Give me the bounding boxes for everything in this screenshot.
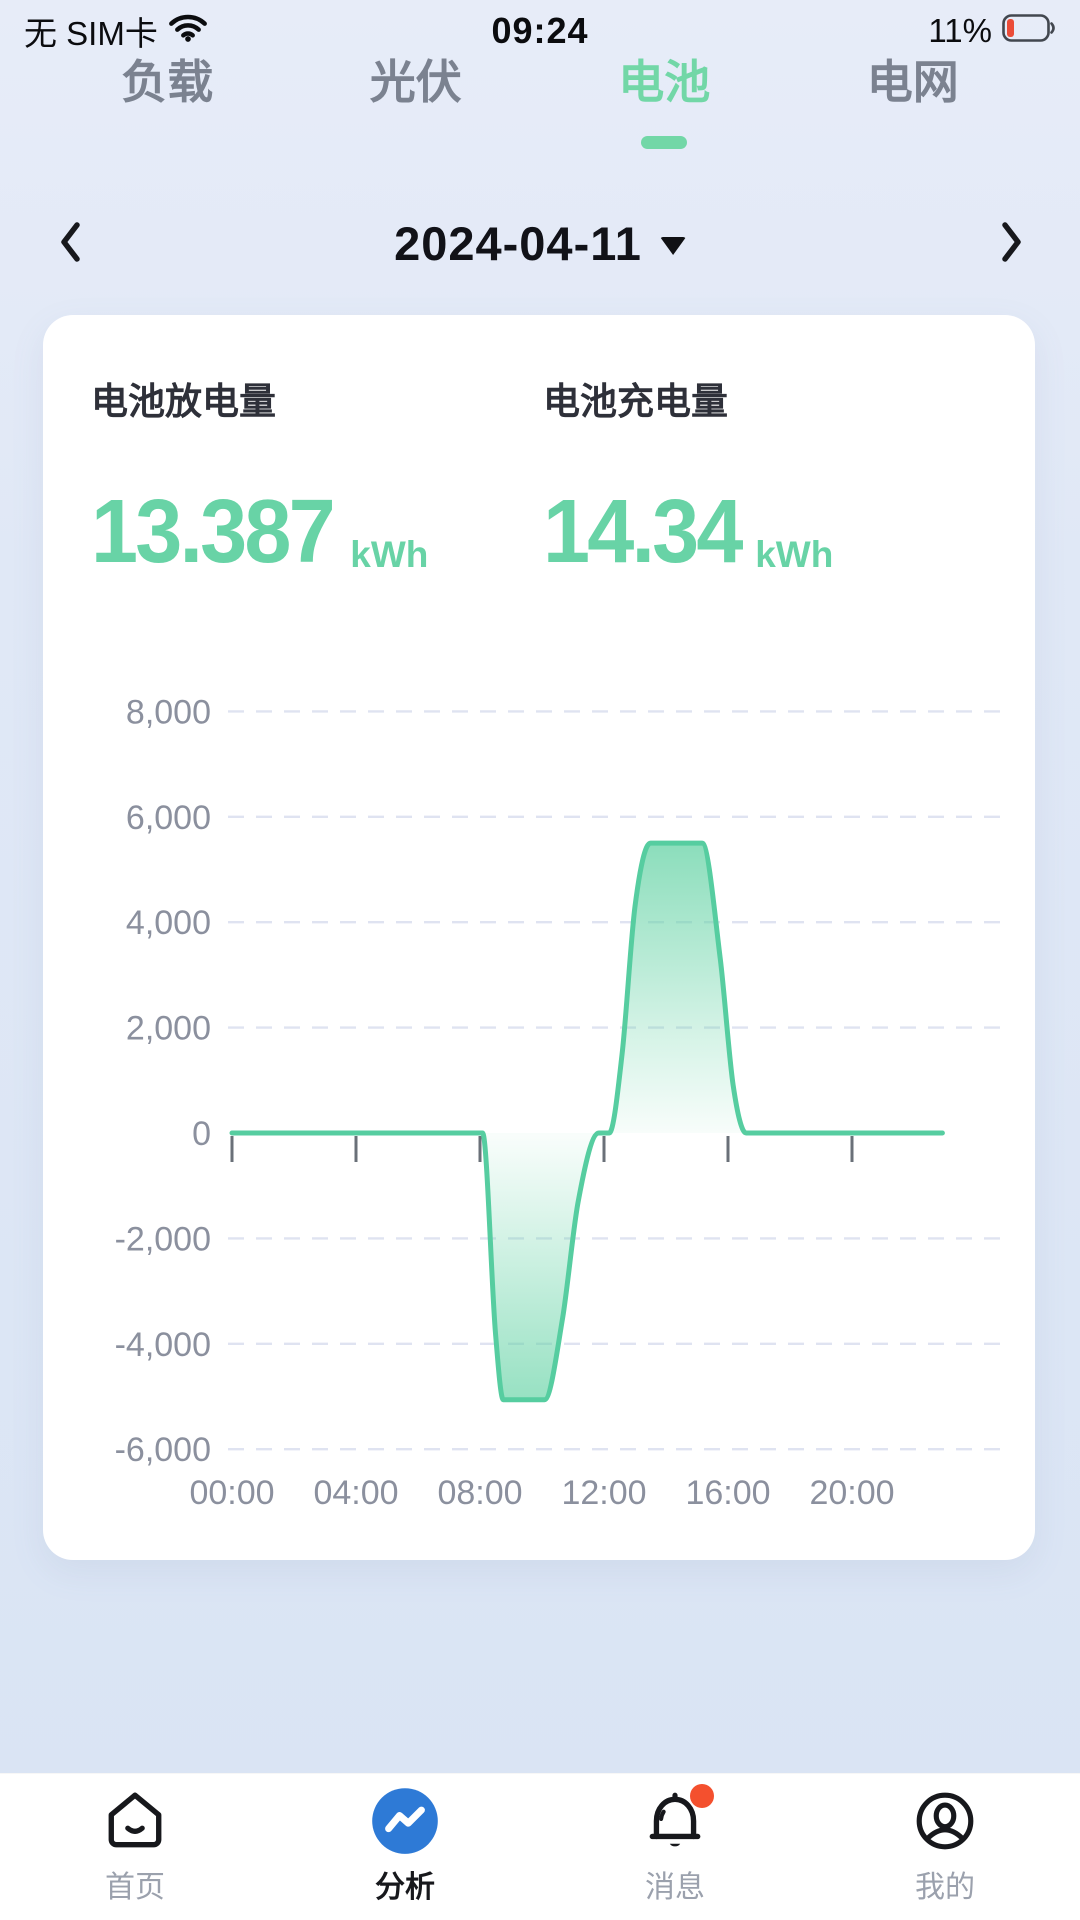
- svg-text:-4,000: -4,000: [115, 1326, 211, 1364]
- tab-indicator: [144, 136, 190, 149]
- notification-badge: [690, 1784, 714, 1808]
- tab-load-label: 负载: [121, 56, 214, 108]
- battery-icon: [1002, 12, 1056, 50]
- tab-battery-label: 电池: [618, 56, 711, 108]
- battery-power-area-chart: 8,0006,0004,0002,0000-2,000-4,000-6,000 …: [115, 693, 1008, 1512]
- svg-text:8,000: 8,000: [126, 693, 211, 731]
- charge-stat: 电池充电量 14.34 kWh: [543, 371, 833, 584]
- battery-power-area: [232, 843, 943, 1400]
- tab-load[interactable]: 负载: [43, 52, 292, 156]
- tab-grid[interactable]: 电网: [789, 52, 1038, 156]
- nav-item-messages[interactable]: 消息: [540, 1774, 810, 1920]
- svg-text:0: 0: [192, 1115, 211, 1153]
- tab-battery[interactable]: 电池: [540, 52, 789, 156]
- nav-analysis-label: 分析: [375, 1871, 435, 1904]
- nav-item-analysis[interactable]: 分析: [270, 1774, 540, 1920]
- chart-gridlines: [228, 710, 1008, 1451]
- bell-icon: [640, 1784, 714, 1856]
- battery-percent-label: 11%: [928, 12, 992, 49]
- wifi-icon: [168, 12, 208, 50]
- tab-indicator: [890, 136, 936, 149]
- battery-stats-card: 电池放电量 13.387 kWh 电池充电量 14.34 kWh: [43, 315, 1035, 1560]
- tab-pv-label: 光伏: [369, 56, 462, 108]
- date-selector-row: 2024-04-11: [0, 205, 1080, 281]
- bottom-navigation: 首页 分析 消息: [0, 1773, 1080, 1920]
- date-dropdown[interactable]: 2024-04-11: [394, 216, 686, 271]
- chart-y-axis-labels: 8,000 6,000 4,000 2,000 0 -2,000 -4,000 -6,000: [115, 693, 211, 1469]
- chart-x-axis-labels: 00:00 04:00 08:00 12:00 16:00 20:00: [189, 1474, 894, 1512]
- charge-stat-unit: kWh: [755, 534, 834, 575]
- svg-text:-6,000: -6,000: [115, 1431, 211, 1469]
- chevron-left-icon: [57, 220, 83, 267]
- svg-text:-2,000: -2,000: [115, 1220, 211, 1258]
- discharge-stat: 电池放电量 13.387 kWh: [91, 371, 428, 584]
- chart-x-axis-ticks: [230, 1136, 854, 1162]
- analysis-icon: [370, 1786, 440, 1856]
- status-bar: 无 SIM卡 09:24 11%: [0, 0, 1080, 56]
- carrier-label: 无 SIM卡: [24, 15, 158, 52]
- nav-messages-label: 消息: [645, 1871, 705, 1904]
- discharge-stat-value: 13.387: [91, 482, 336, 582]
- discharge-stat-unit: kWh: [350, 534, 429, 575]
- status-left: 无 SIM卡: [24, 7, 208, 55]
- svg-text:08:00: 08:00: [437, 1474, 522, 1512]
- svg-text:16:00: 16:00: [685, 1474, 770, 1512]
- chevron-right-icon: [999, 220, 1025, 267]
- svg-text:6,000: 6,000: [126, 799, 211, 837]
- svg-text:20:00: 20:00: [809, 1474, 894, 1512]
- svg-text:04:00: 04:00: [313, 1474, 398, 1512]
- next-day-button[interactable]: [982, 208, 1042, 278]
- home-icon: [100, 1786, 170, 1856]
- svg-text:12:00: 12:00: [561, 1474, 646, 1512]
- svg-text:4,000: 4,000: [126, 904, 211, 942]
- clock: 09:24: [491, 10, 589, 51]
- charge-stat-value: 14.34: [543, 482, 743, 582]
- status-right: 11%: [928, 12, 1056, 50]
- tab-indicator: [393, 136, 439, 149]
- nav-profile-label: 我的: [915, 1871, 975, 1904]
- discharge-stat-label: 电池放电量: [91, 381, 276, 422]
- charge-stat-label: 电池充电量: [543, 381, 728, 422]
- caret-down-icon: [659, 237, 686, 255]
- previous-day-button[interactable]: [40, 208, 100, 278]
- date-label: 2024-04-11: [394, 216, 642, 270]
- profile-icon: [910, 1786, 980, 1856]
- svg-text:00:00: 00:00: [189, 1474, 274, 1512]
- nav-item-profile[interactable]: 我的: [810, 1774, 1080, 1920]
- svg-text:2,000: 2,000: [126, 1010, 211, 1048]
- active-tab-indicator: [641, 136, 688, 149]
- tab-grid-label: 电网: [866, 56, 959, 108]
- nav-item-home[interactable]: 首页: [0, 1774, 270, 1920]
- tab-pv[interactable]: 光伏: [292, 52, 541, 156]
- category-tabs: 负载 光伏 电池 电网: [43, 52, 1037, 156]
- nav-home-label: 首页: [105, 1871, 165, 1904]
- battery-power-line: [229, 840, 945, 1403]
